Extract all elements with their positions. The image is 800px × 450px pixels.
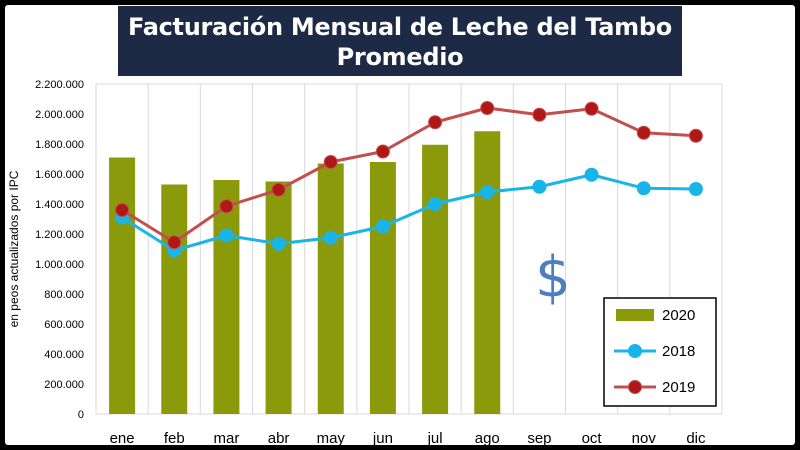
point-2019 [375,144,390,159]
point-2019 [584,101,599,116]
x-tick-label: jul [427,430,443,447]
point-2019 [115,203,130,217]
y-tick-label: 1.600.000 [35,169,84,181]
x-tick-label: abr [268,430,290,447]
y-tick-label: 600.000 [44,319,84,331]
point-2019 [532,107,547,122]
y-tick-label: 800.000 [44,289,84,301]
y-tick-label: 200.000 [44,379,84,391]
bar-2020 [109,157,136,414]
bar-2020 [161,184,188,414]
bar-2020 [265,181,292,414]
y-tick-label: 1.200.000 [35,229,84,241]
bar-2020 [213,180,240,414]
x-tick-label: mar [213,430,239,447]
y-tick-label: 1.000.000 [35,259,84,271]
point-2018 [688,182,703,196]
legend-label-2019: 2019 [662,379,695,396]
bars-2020 [109,131,501,414]
point-2018 [584,167,599,182]
point-2018 [219,228,234,243]
x-tick-label: feb [164,430,185,447]
legend-label-2020: 2020 [662,307,695,324]
bar-2020 [474,131,501,414]
x-tick-label: oct [582,430,603,447]
point-2019 [636,125,651,140]
legend-label-2018: 2018 [662,343,695,360]
y-tick-label: 1.400.000 [35,199,84,211]
y-tick-label: 400.000 [44,349,84,361]
point-2018 [271,236,286,251]
x-tick-label: may [317,430,346,447]
legend-swatch-2020 [616,309,654,321]
bar-2020 [369,162,396,414]
point-2018 [428,197,443,211]
bar-2020 [317,163,344,414]
point-2018 [375,219,390,234]
legend-marker-2018 [628,344,642,358]
x-tick-label: jun [372,430,393,447]
point-2019 [219,199,234,214]
line-series [115,101,703,258]
point-2018 [323,230,338,245]
point-2019 [167,235,182,250]
point-2018 [532,179,547,194]
y-tick-label: 1.800.000 [35,139,84,151]
line-2018 [121,173,696,252]
x-tick-label: dic [686,430,706,447]
line-2019 [121,106,697,244]
chart-title: Facturación Mensual de Leche del Tambo P… [128,13,672,71]
y-tick-label: 0 [78,409,84,421]
bar-2020 [422,144,449,414]
point-2018 [636,181,651,196]
point-2019 [323,155,338,169]
y-tick-label: 2.000.000 [35,109,84,121]
y-tick-label: 2.200.000 [35,79,84,91]
point-2019 [688,128,703,143]
y-axis-ticks: 0 200.000 400.000 600.000 800.000 1.000.000 1.… [35,79,84,421]
point-2019 [271,182,286,197]
x-axis-ticks: ene feb mar abr may jun jul ago sep oct nov dic [110,430,706,447]
x-tick-label: nov [632,430,657,447]
legend: 2020 2018 2019 [603,297,717,407]
x-tick-label: ago [475,430,500,447]
x-tick-label: sep [527,430,551,447]
point-2018 [480,185,495,199]
legend-marker-2019 [628,380,642,394]
point-2019 [428,115,443,130]
y-axis-label: en peos actualizados por IPC [7,170,21,327]
dollar-sign-icon: $ [535,245,571,310]
point-2019 [480,101,495,115]
x-tick-label: ene [110,430,135,447]
